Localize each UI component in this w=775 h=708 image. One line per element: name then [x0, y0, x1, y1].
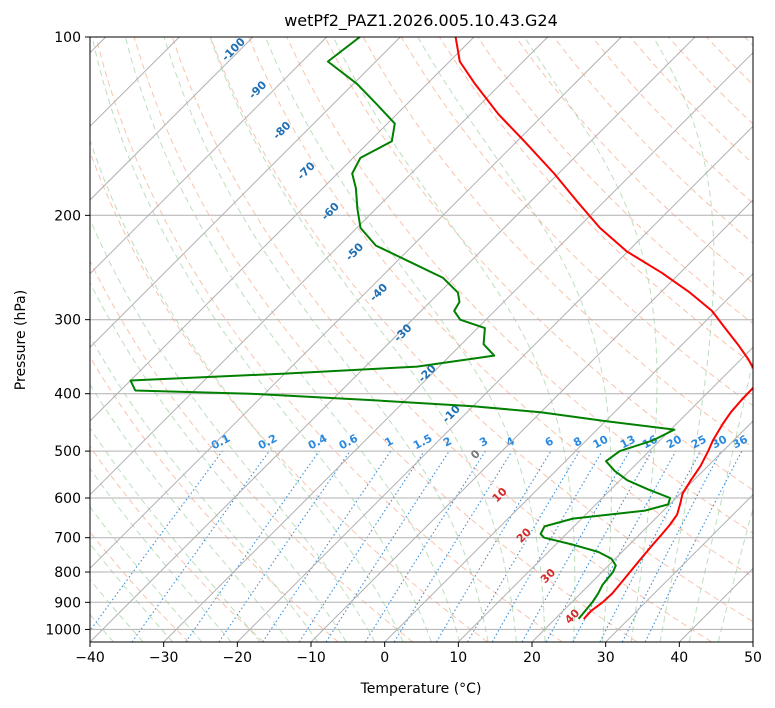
- x-tick-label: 20: [523, 650, 541, 666]
- chart-title: wetPf2_PAZ1.2026.005.10.43.G24: [284, 11, 558, 31]
- mixing-ratio-line: [521, 450, 630, 642]
- moist-adiabat-line: [90, 335, 319, 642]
- mixing-ratio-line: [185, 450, 320, 642]
- isotherm-gridline: [90, 37, 696, 642]
- y-axis-title: Pressure (hPa): [13, 290, 29, 390]
- y-tick-label: 800: [54, 565, 81, 581]
- mixing-ratio-line: [218, 450, 351, 642]
- moist-adiabat-line: [90, 506, 203, 642]
- isotherm-gridline: [605, 493, 753, 642]
- x-tick-label: −10: [296, 650, 326, 666]
- x-tick-label: 30: [597, 650, 615, 666]
- y-tick-label: 300: [54, 313, 81, 329]
- mixing-ratio-line: [325, 450, 450, 642]
- mixing-ratio-line: [131, 450, 270, 642]
- dry-adiabat-line: [248, 37, 753, 578]
- mixing-ratio-label: 25: [689, 433, 709, 452]
- isotherm-gridline: [236, 125, 753, 642]
- moist-adiabat-line: [90, 218, 376, 642]
- mixing-ratio-label: 36: [730, 433, 750, 452]
- mixing-ratio-line: [644, 450, 743, 642]
- moist-adiabat-line: [90, 138, 404, 642]
- mixing-ratio-line: [545, 450, 653, 642]
- y-tick-label: 400: [54, 387, 81, 403]
- moist-adiabat-line: [90, 578, 144, 642]
- moist-adiabat-line: [209, 37, 517, 642]
- dewpoint-profile-line: [129, 37, 676, 620]
- y-tick-label: 600: [54, 491, 81, 507]
- plot-frame: [89, 36, 754, 643]
- dry-adiabat-line: [210, 37, 753, 623]
- moist-adiabat-line: [90, 281, 347, 642]
- moist-adiabat-line: [90, 467, 232, 642]
- x-tick-label: −30: [149, 650, 179, 666]
- dry-adiabat-line: [324, 37, 753, 491]
- isotherm-gridline: [90, 37, 328, 275]
- moist-adiabat-line: [717, 506, 753, 642]
- isotherm-gridline: [384, 272, 753, 642]
- x-tick-label: 0: [380, 650, 389, 666]
- y-tick-label: 1000: [45, 622, 81, 638]
- y-tick-label: 700: [54, 531, 81, 547]
- moist-adiabat-line: [124, 37, 461, 642]
- mixing-ratio-label: 20: [664, 433, 684, 452]
- isotherm-gridline: [310, 199, 753, 642]
- mixing-ratio-line: [262, 450, 392, 642]
- dry-adiabat-line: [90, 445, 264, 642]
- dry-adiabat-line: [171, 37, 712, 642]
- isotherm-gridline: [163, 51, 753, 642]
- isotherm-gridline: [90, 37, 549, 496]
- y-tick-label: 100: [54, 30, 81, 46]
- temperature-profile-line: [454, 37, 753, 620]
- moist-adiabat-line: [163, 37, 489, 642]
- dry-adiabat-line: [90, 259, 414, 642]
- isotherm-gridline: [531, 420, 753, 642]
- moist-adiabat-line: [417, 37, 612, 642]
- x-tick-label: −20: [223, 650, 253, 666]
- plot-background: [90, 37, 753, 642]
- isotherm-gridline: [90, 37, 254, 201]
- isotherm-gridline: [90, 37, 401, 349]
- mixing-ratio-line: [298, 450, 425, 642]
- moist-adiabat-line: [90, 543, 173, 642]
- y-tick-label: 200: [54, 208, 81, 224]
- mixing-ratio-line: [90, 450, 223, 632]
- moist-adiabat-line: [90, 427, 261, 642]
- dry-adiabat-line: [90, 356, 339, 642]
- x-tick-label: 10: [449, 650, 467, 666]
- x-tick-label: 40: [670, 650, 688, 666]
- y-tick-label: 500: [54, 444, 81, 460]
- moist-adiabat-line: [91, 37, 432, 642]
- mixing-ratio-label: 10: [591, 433, 611, 452]
- moist-adiabat-line: [523, 37, 658, 642]
- moist-adiabat-line: [652, 37, 715, 642]
- moist-adiabat-line: [264, 37, 546, 642]
- x-tick-label: 50: [744, 650, 762, 666]
- mixing-ratio-line: [393, 450, 513, 642]
- dry-adiabat-line: [95, 37, 563, 642]
- x-axis-title: Temperature (°C): [360, 681, 482, 697]
- moist-adiabat-line: [688, 357, 753, 642]
- x-tick-label: −40: [75, 650, 105, 666]
- moist-adiabat-line: [90, 383, 290, 642]
- y-tick-label: 900: [54, 595, 81, 611]
- dry-adiabat-line: [515, 37, 753, 284]
- isotherm-gridline: [90, 37, 475, 422]
